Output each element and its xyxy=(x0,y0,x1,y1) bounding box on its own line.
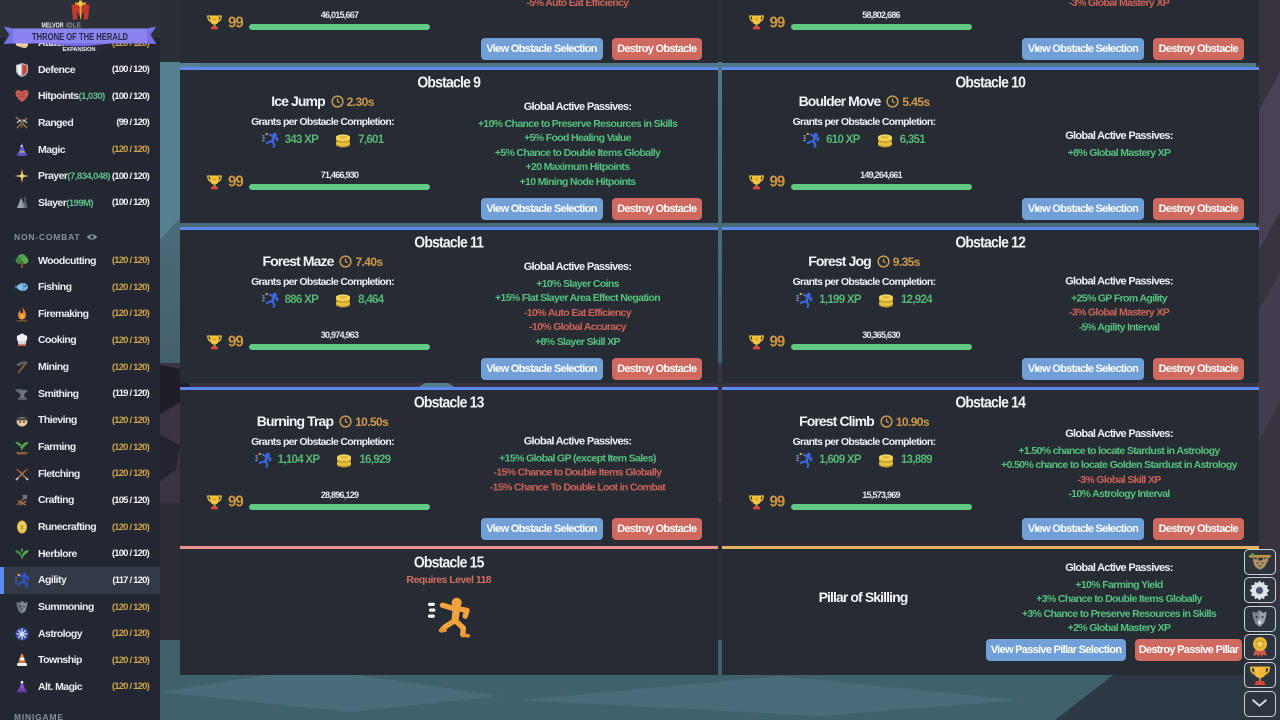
svg-text:EXPANSION: EXPANSION xyxy=(63,47,96,53)
svg-text:IDLE: IDLE xyxy=(66,21,81,30)
svg-text:THRONE OF THE HERALD: THRONE OF THE HERALD xyxy=(32,32,128,43)
svg-text:MELVOR: MELVOR xyxy=(42,21,64,30)
